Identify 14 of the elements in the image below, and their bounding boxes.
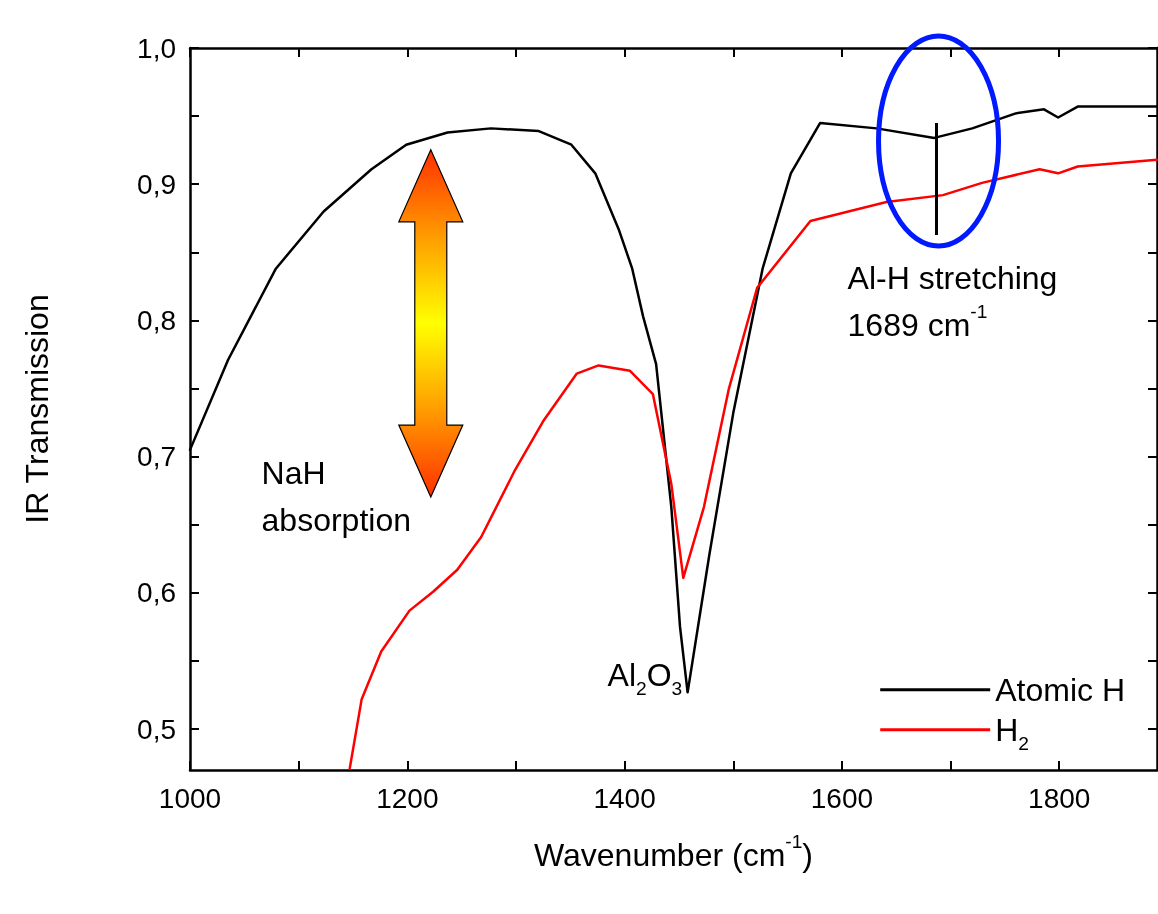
y-tick-label: 0,7 xyxy=(137,441,176,473)
y-axis-title: IR Transmission xyxy=(18,294,55,524)
legend-label: Atomic H xyxy=(995,671,1125,708)
y-tick-label: 0,8 xyxy=(137,304,176,336)
y-tick-label: 0,9 xyxy=(137,168,176,200)
x-tick-label: 1600 xyxy=(810,782,874,814)
annotation: NaH absorption xyxy=(261,455,411,538)
x-tick-label: 1800 xyxy=(1028,782,1091,814)
x-tick-label: 1200 xyxy=(376,782,439,814)
x-tick-label: 1400 xyxy=(593,782,656,814)
y-tick-label: 0,5 xyxy=(137,713,176,745)
y-tick-label: 1,0 xyxy=(137,32,176,64)
x-tick-label: 1000 xyxy=(158,782,222,814)
y-tick-label: 0,6 xyxy=(137,577,176,609)
